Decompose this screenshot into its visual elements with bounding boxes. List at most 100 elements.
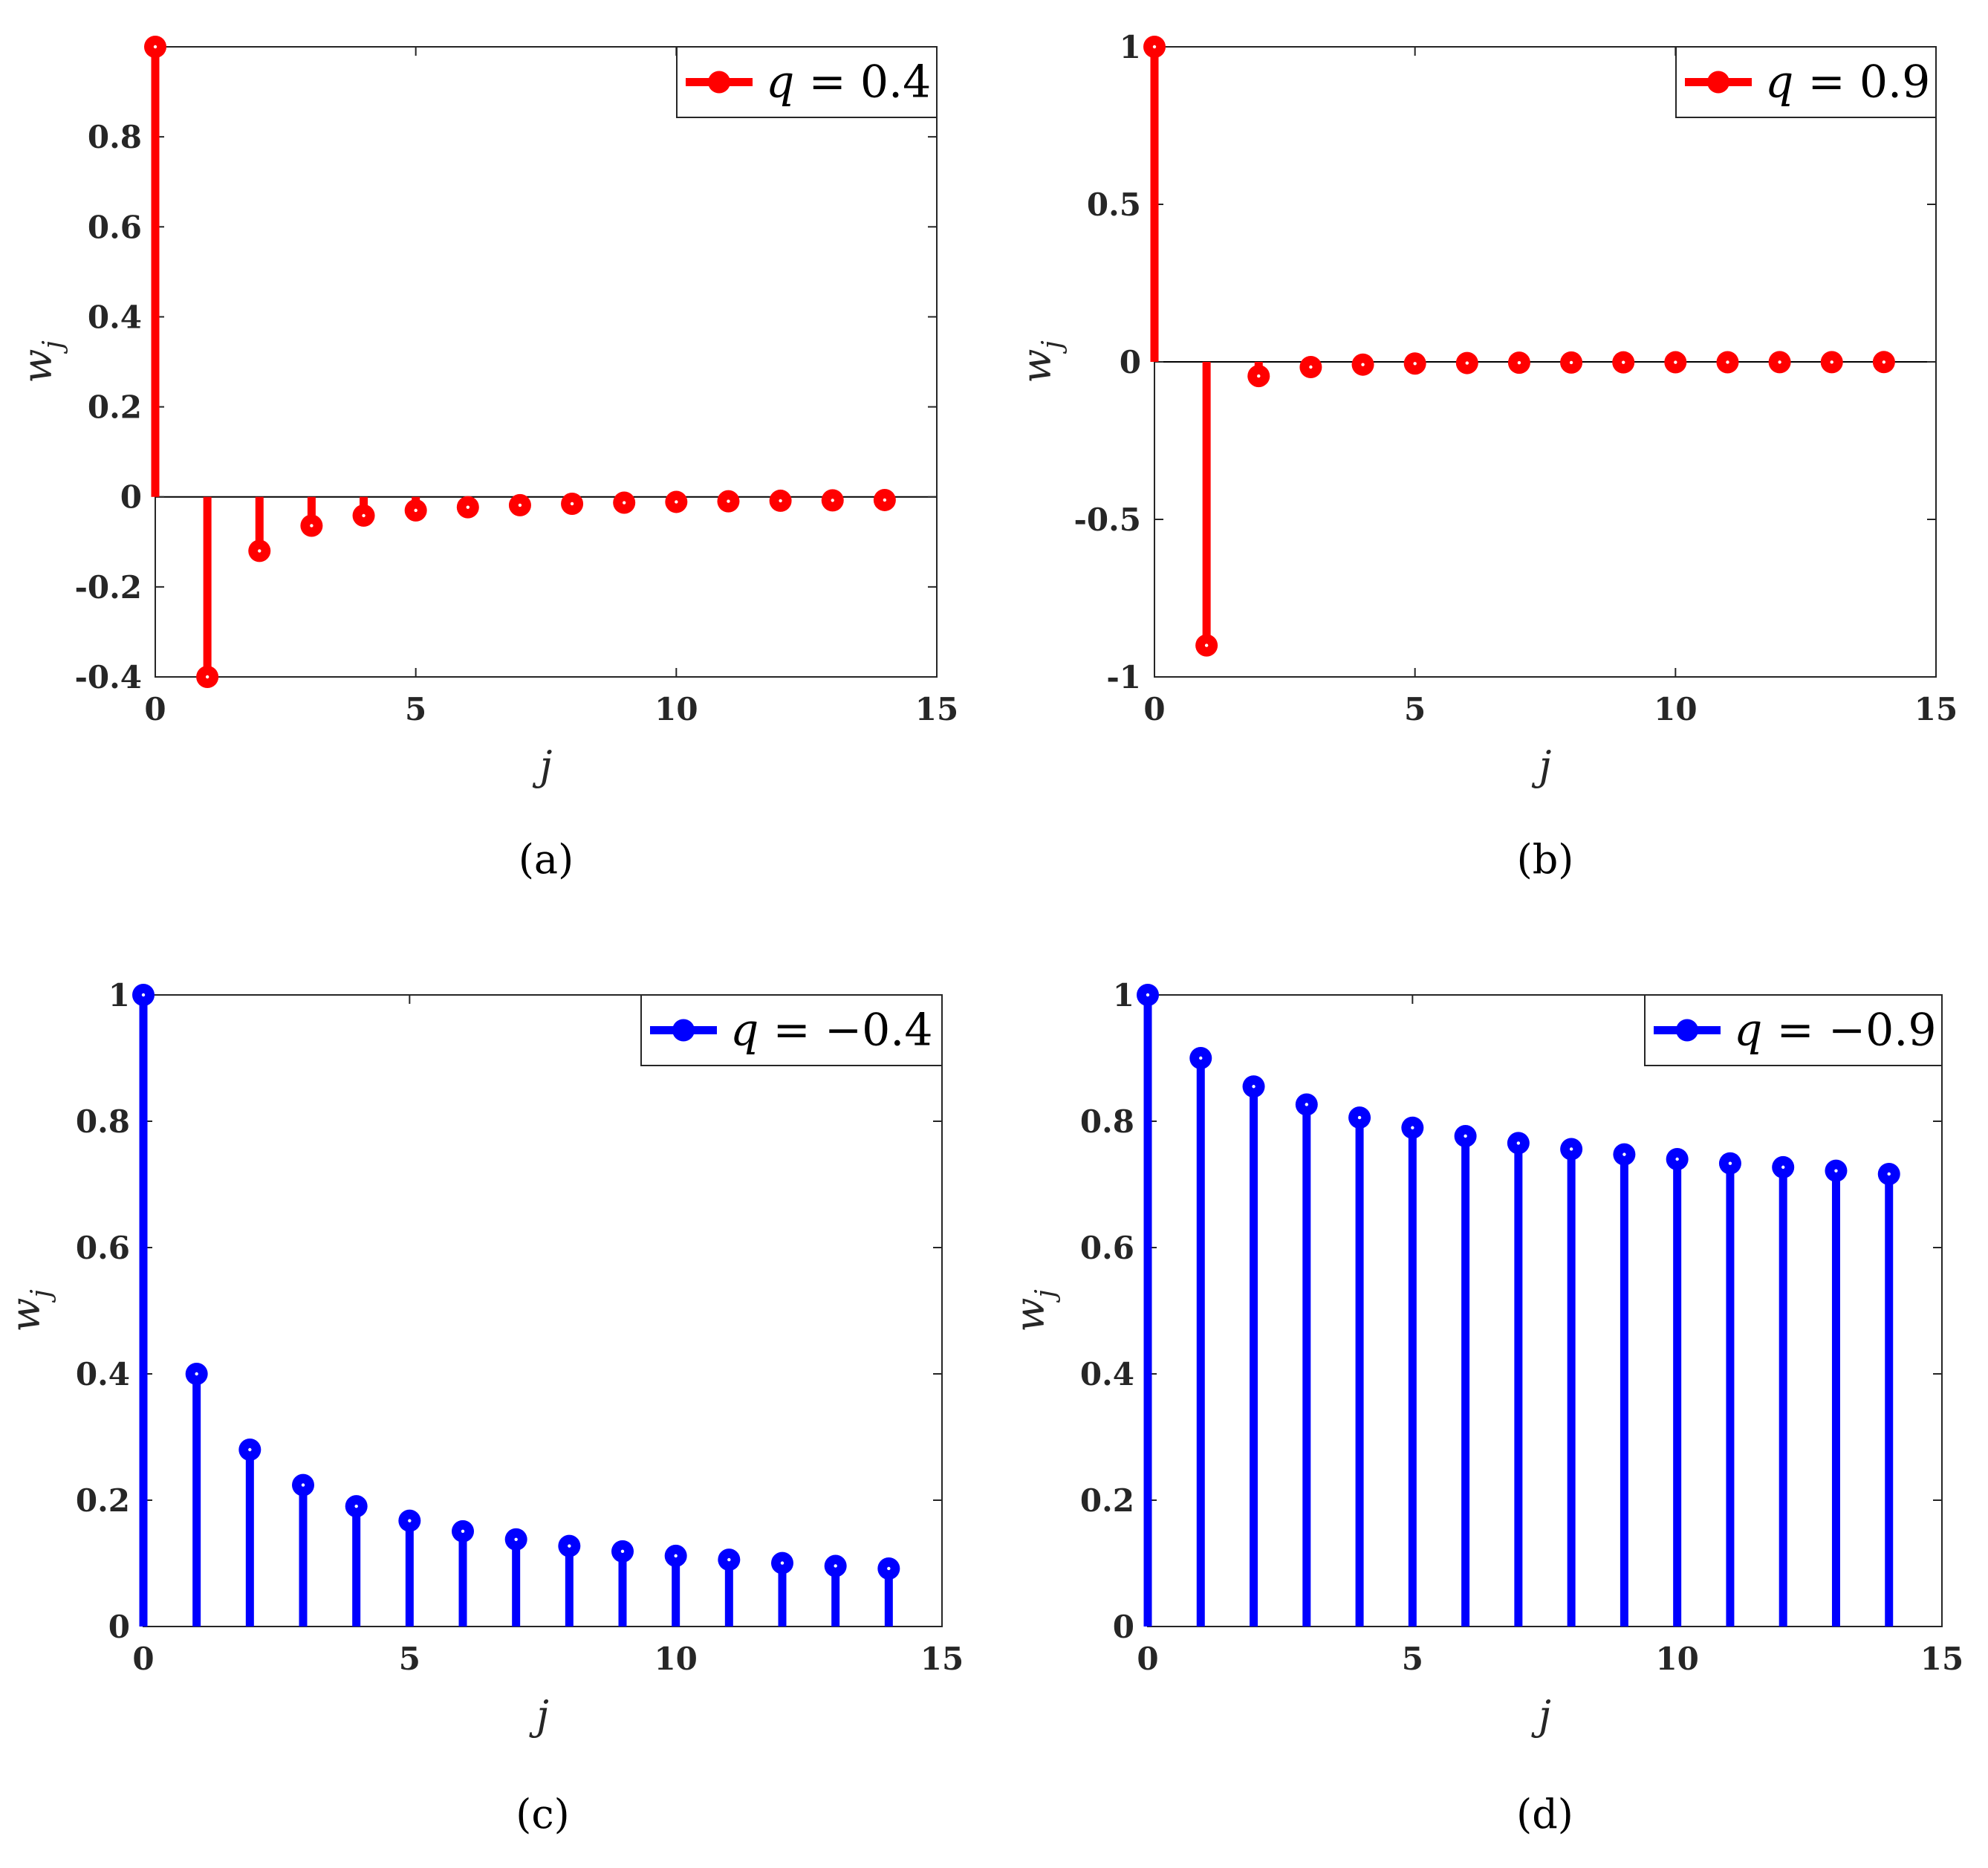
y-tick-label: 1 [108, 977, 130, 1014]
panel-label: (a) [519, 836, 574, 883]
y-tick-label: 0.4 [1080, 1356, 1134, 1392]
y-tick-label: 0.8 [1080, 1103, 1134, 1140]
x-tick-label: 0 [1137, 1641, 1158, 1677]
stem-marker-center [675, 500, 678, 504]
legend-marker [672, 1019, 695, 1042]
stem-marker-center [727, 1557, 731, 1562]
y-tick-label: 0.2 [88, 389, 142, 426]
legend-marker [1676, 1019, 1698, 1042]
legend-label: q = 0.9 [1765, 56, 1930, 108]
stem-marker-center [248, 1447, 252, 1452]
stem-marker-center [1622, 1152, 1626, 1156]
stem-marker-center [1252, 1085, 1256, 1089]
stem-marker-center [831, 499, 834, 502]
stem-marker-center [1146, 993, 1150, 997]
x-tick-label: 10 [654, 1641, 697, 1677]
stem-marker-center [301, 1483, 305, 1487]
stem-marker-center [727, 499, 730, 503]
axes-frame [1147, 994, 1943, 1627]
panel-c: 0 5 10 15 0 0.2 0.4 0.6 0.8 1 j wj q = −0.4 (c) [2, 977, 964, 1838]
x-tick-label: 15 [920, 1641, 964, 1677]
stem-marker-center [1726, 360, 1729, 364]
stem-marker-center [461, 1529, 465, 1534]
stem-marker-center [780, 1561, 785, 1565]
stem-marker-center [354, 1504, 358, 1508]
stem-marker-center [518, 503, 522, 507]
stem-marker-center [674, 1554, 678, 1558]
x-tick-label: 5 [399, 1641, 420, 1677]
legend-box [640, 994, 943, 1066]
stem-marker-center [1309, 365, 1313, 369]
stem-marker-center [1569, 360, 1573, 365]
y-tick-label: 0.6 [88, 209, 142, 245]
stem-marker-center [887, 1566, 891, 1571]
stem-marker-center [779, 499, 782, 503]
y-axis-label: wj [14, 340, 68, 383]
stem-marker-center [1887, 1172, 1891, 1176]
stem-marker-center [153, 45, 157, 49]
x-tick-label: 5 [405, 691, 426, 727]
stem-marker-center [141, 993, 146, 997]
y-tick-label: 1 [1113, 977, 1134, 1014]
y-tick-label: 0 [1113, 1609, 1134, 1645]
stem-marker-center [1464, 1134, 1467, 1138]
panel-a: 0 5 10 15 -0.4 -0.2 0 0.2 0.4 0.6 0.8 j wj q = 0.4 (a) [14, 36, 958, 883]
y-tick-label: -0.5 [1073, 502, 1141, 538]
panel-b: 0 5 10 15 -1 -0.5 0 0.5 1 j wj q = 0.9 (b) [1013, 29, 1958, 883]
x-axis-label: j [529, 1692, 549, 1739]
stem-marker-center [568, 1544, 571, 1548]
stem-marker-center [1357, 1115, 1362, 1120]
legend-label: q = −0.9 [1734, 1005, 1937, 1057]
y-tick-label: -1 [1106, 659, 1141, 695]
panel-label: (b) [1517, 836, 1574, 883]
stem-marker-center [883, 498, 887, 502]
stem-marker-center [1778, 360, 1781, 364]
y-tick-label: 0 [1120, 344, 1141, 380]
stem-marker-center [1675, 1157, 1679, 1161]
stem-marker-center [1728, 1161, 1732, 1165]
stem-marker-center [1882, 360, 1886, 364]
x-axis-label: j [1531, 1692, 1551, 1739]
stem-marker-center [1413, 362, 1417, 366]
stem-marker-center [1257, 374, 1261, 378]
stem-marker-center [1781, 1165, 1785, 1170]
stem-marker-center [1516, 1141, 1521, 1145]
stem-marker-center [205, 675, 209, 679]
stem-marker-center [195, 1372, 198, 1376]
y-axis-label: wj [2, 1289, 56, 1332]
stem-marker-center [1834, 1169, 1838, 1173]
panel-label: (d) [1516, 1791, 1573, 1838]
stem-marker-center [570, 502, 574, 506]
legend-marker [1707, 71, 1729, 94]
stem-marker-center [1569, 1147, 1573, 1151]
stem-marker-center [1830, 360, 1833, 364]
y-tick-label: 0.8 [88, 119, 142, 155]
x-tick-label: 15 [915, 691, 958, 727]
x-tick-label: 15 [1920, 1641, 1963, 1677]
y-tick-label: 0.5 [1087, 187, 1141, 223]
stem-marker-center [623, 501, 626, 505]
y-tick-label: 0 [108, 1609, 130, 1645]
x-tick-label: 5 [1404, 691, 1426, 727]
stem-marker-center [258, 549, 262, 553]
stem-marker-center [1517, 360, 1521, 365]
x-tick-label: 10 [654, 691, 698, 727]
y-tick-label: 1 [1120, 29, 1141, 65]
stem-marker-center [1411, 1126, 1414, 1129]
x-tick-label: 10 [1654, 691, 1697, 727]
stem-marker-center [620, 1549, 625, 1554]
axes-frame [155, 46, 938, 678]
panel-label: (c) [516, 1791, 569, 1838]
stem-marker-center [310, 524, 314, 528]
x-tick-label: 10 [1655, 1641, 1698, 1677]
x-axis-label: j [533, 742, 553, 789]
y-tick-label: -0.4 [74, 659, 142, 695]
stem-marker-center [466, 505, 470, 509]
legend-marker [708, 71, 730, 94]
stem-marker-center [1674, 360, 1677, 364]
y-tick-label: 0.6 [1080, 1230, 1134, 1266]
y-axis-label: wj [1007, 1289, 1061, 1332]
stem-marker-center [514, 1537, 518, 1541]
x-tick-label: 0 [144, 691, 166, 727]
y-tick-label: 0.2 [1080, 1482, 1134, 1519]
